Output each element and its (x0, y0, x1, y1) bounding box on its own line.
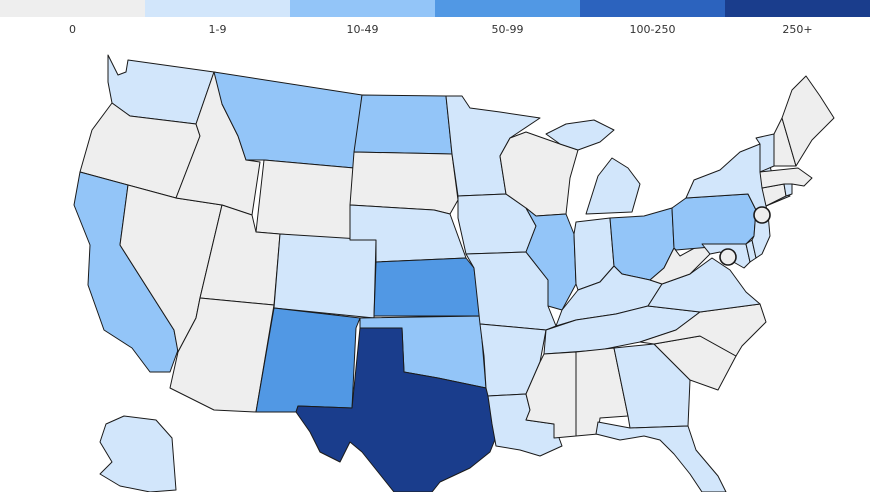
state-south-dakota[interactable] (349, 151, 459, 215)
city-marker-washington-dc[interactable] (719, 248, 737, 266)
legend-label-0: 0 (69, 23, 76, 36)
state-kansas[interactable] (373, 257, 481, 317)
map-legend: 0 1-9 10-49 50-99 100-250 250+ (0, 0, 870, 40)
legend-label-250-plus: 250+ (782, 23, 813, 36)
legend-label-50-99: 50-99 (491, 23, 524, 36)
state-wyoming[interactable] (255, 159, 355, 241)
legend-color-bar (0, 0, 870, 17)
legend-swatch-1-9 (145, 0, 290, 17)
state-texas[interactable] (295, 327, 499, 492)
state-new-mexico[interactable] (255, 307, 361, 413)
state-pennsylvania[interactable] (671, 193, 757, 251)
state-massachusetts[interactable] (759, 167, 813, 189)
state-wisconsin[interactable] (499, 131, 579, 217)
state-florida[interactable] (595, 421, 727, 492)
legend-swatch-50-99 (435, 0, 580, 17)
state-maine[interactable] (781, 75, 835, 167)
legend-swatch-10-49 (290, 0, 435, 17)
state-vermont[interactable] (755, 133, 775, 173)
state-colorado[interactable] (273, 233, 377, 319)
state-rhode-island[interactable] (783, 183, 793, 197)
city-marker-new-york-city[interactable] (753, 206, 771, 224)
state-michigan[interactable] (545, 119, 641, 215)
legend-label-1-9: 1-9 (208, 23, 227, 36)
state-north-carolina[interactable] (639, 303, 767, 357)
legend-swatch-250-plus (725, 0, 870, 17)
state-alaska[interactable] (99, 415, 177, 492)
legend-label-10-49: 10-49 (346, 23, 379, 36)
legend-swatch-0 (0, 0, 145, 17)
legend-swatch-100-250 (580, 0, 725, 17)
state-north-dakota[interactable] (353, 94, 453, 155)
legend-label-100-250: 100-250 (629, 23, 676, 36)
